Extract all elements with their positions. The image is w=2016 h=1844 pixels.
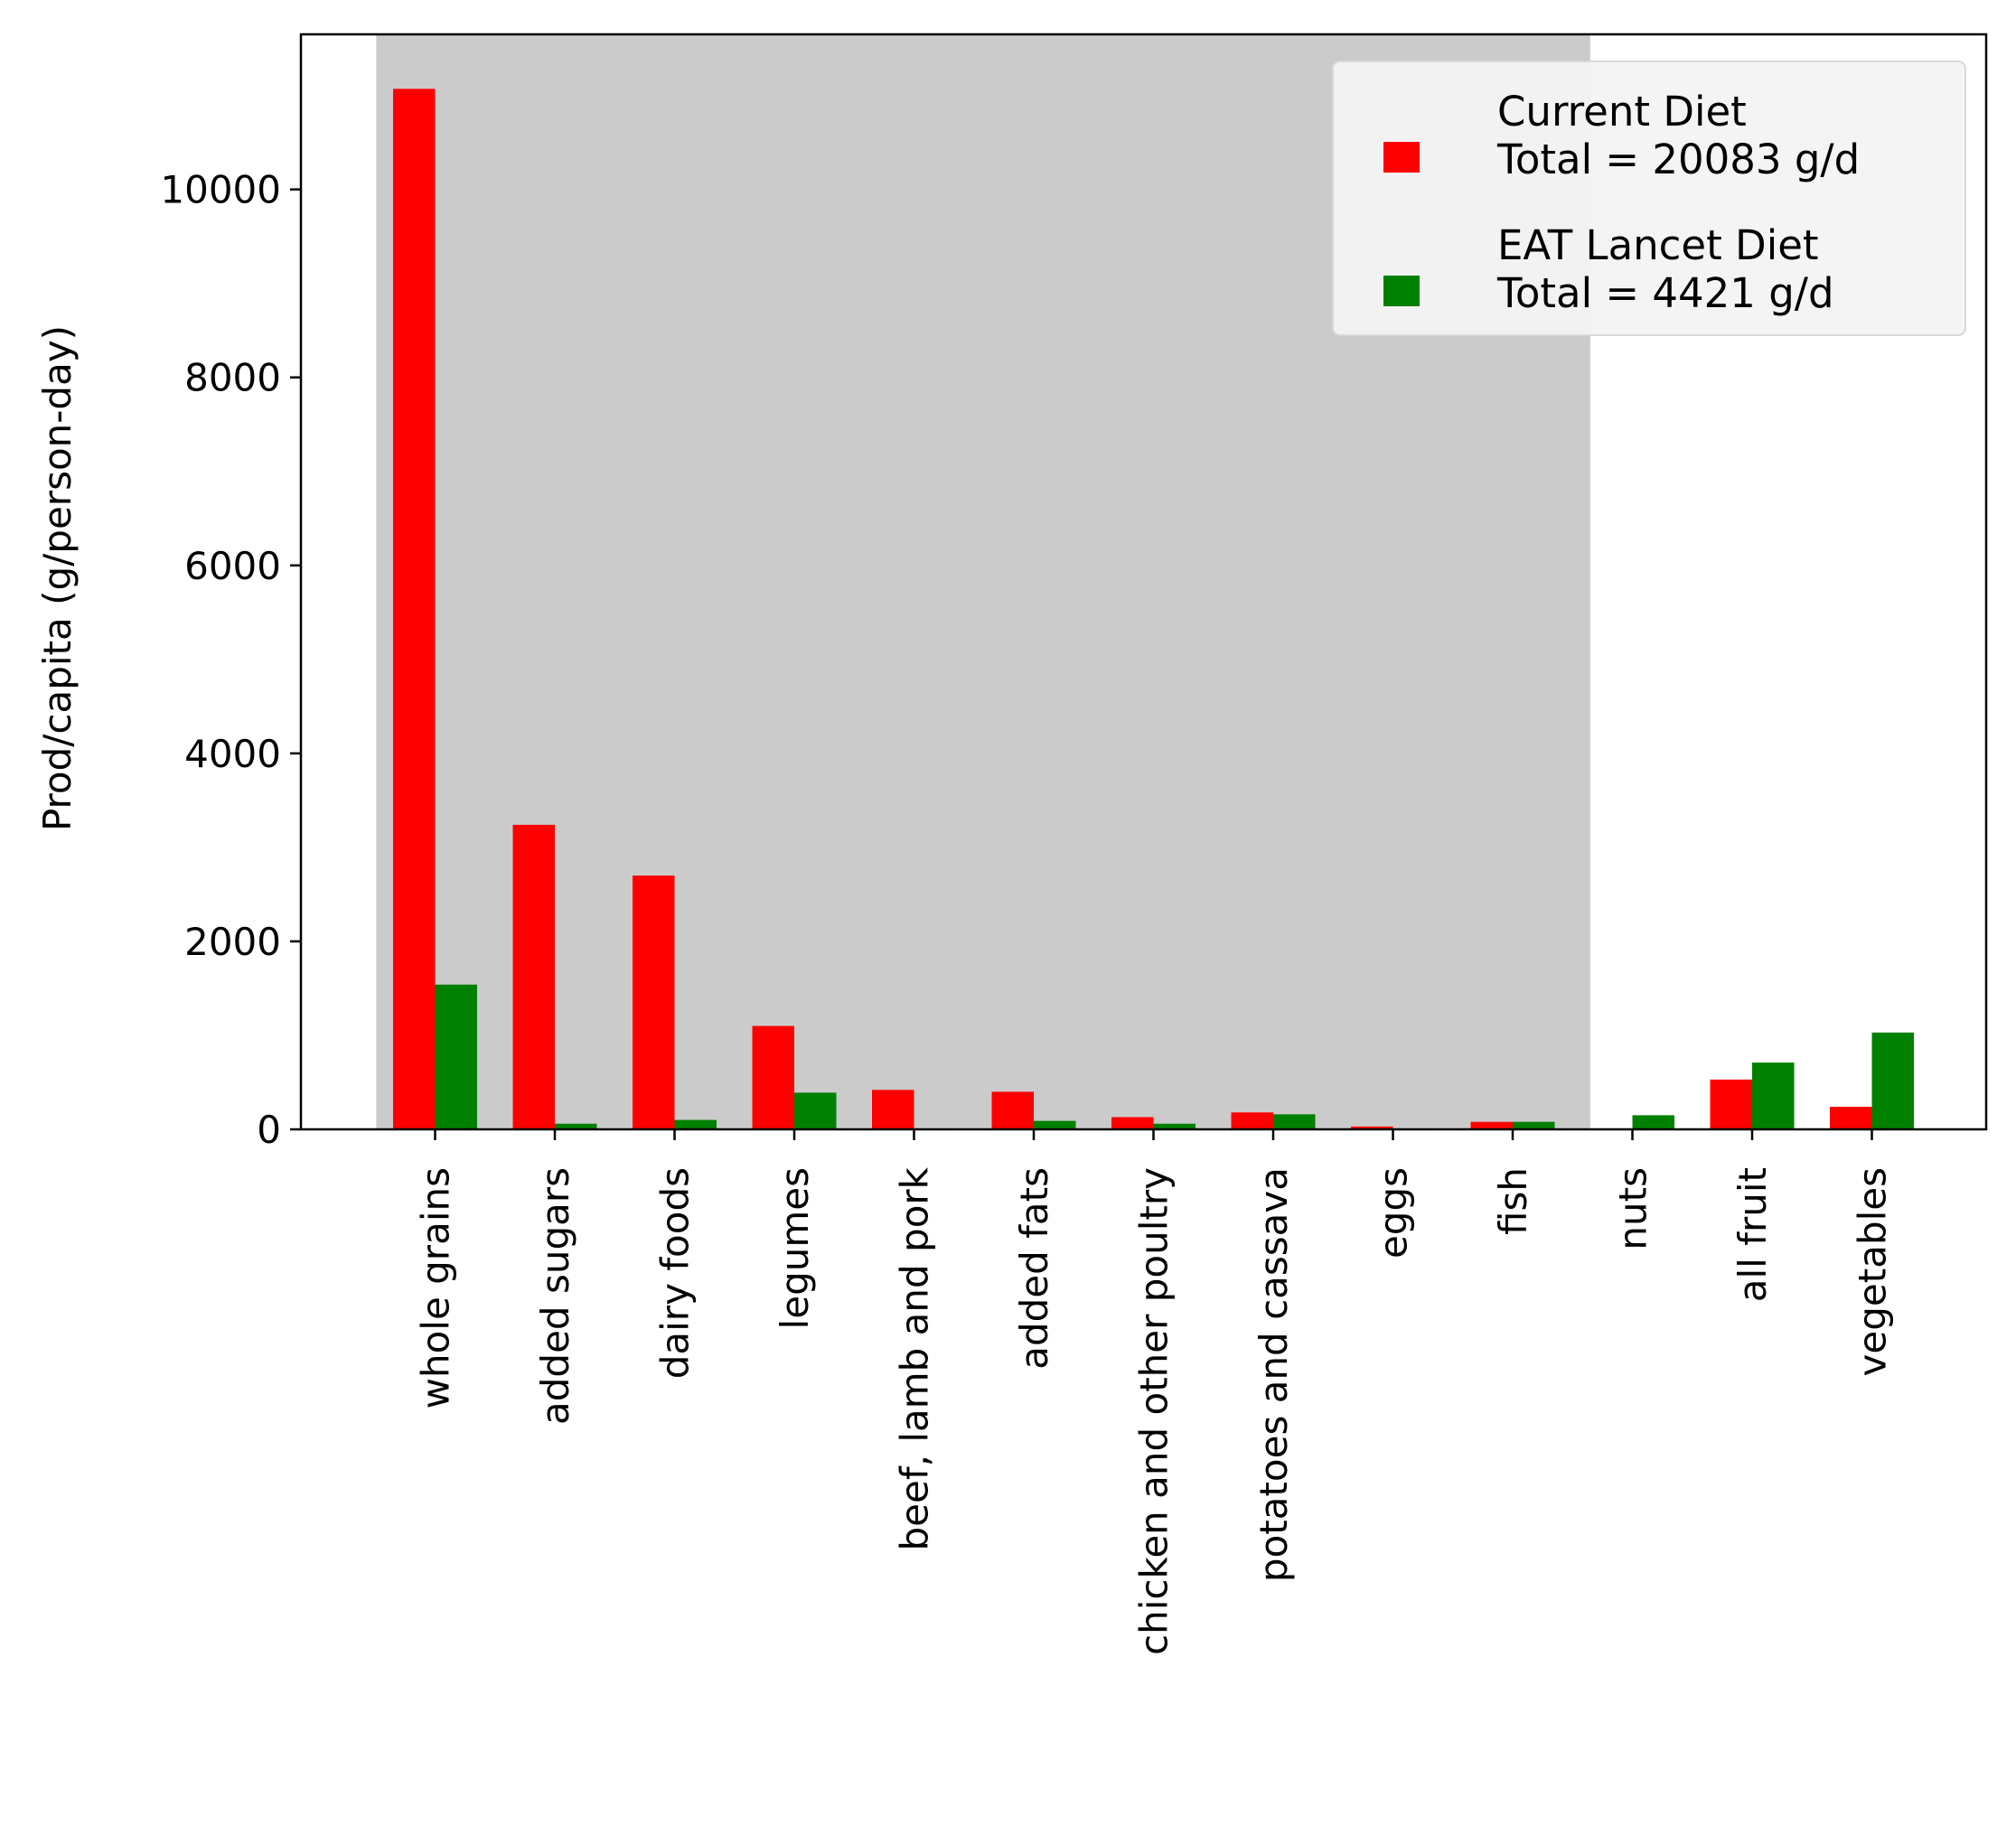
bar-eat-12 bbox=[1871, 1032, 1914, 1129]
plot-frame bbox=[299, 33, 1988, 1131]
x-tick-label-3: legumes bbox=[773, 1167, 817, 1329]
x-tick-label-12: vegetables bbox=[1851, 1167, 1895, 1376]
bar-eat-5 bbox=[1034, 1120, 1076, 1129]
bar-current-8 bbox=[1351, 1126, 1393, 1129]
legend-label-1-1: Total = 4421 g/d bbox=[1496, 269, 1834, 317]
bar-eat-0 bbox=[435, 984, 477, 1129]
bar-current-12 bbox=[1830, 1107, 1872, 1129]
x-tick-label-8: eggs bbox=[1372, 1167, 1416, 1259]
y-tick-label-5: 10000 bbox=[160, 168, 281, 212]
ticks: 0 2000 4000 6000 8000 10000 whole grains added … bbox=[160, 168, 1894, 1655]
y-tick-label-0: 0 bbox=[257, 1108, 281, 1152]
axes bbox=[299, 33, 1988, 1131]
bar-eat-1 bbox=[555, 1123, 597, 1129]
legend-label-1-0: EAT Lancet Diet bbox=[1497, 221, 1819, 269]
legend-label-0-0: Current Diet bbox=[1497, 88, 1747, 136]
bar-current-6 bbox=[1111, 1117, 1154, 1129]
x-tick-label-11: all fruit bbox=[1730, 1167, 1775, 1302]
legend-box bbox=[1332, 61, 1966, 336]
bar-current-0 bbox=[393, 89, 436, 1129]
bar-eat-9 bbox=[1513, 1121, 1555, 1129]
bar-current-9 bbox=[1470, 1121, 1513, 1129]
y-tick-label-3: 6000 bbox=[184, 544, 281, 588]
legend-swatch-1 bbox=[1383, 276, 1420, 306]
bar-current-11 bbox=[1710, 1079, 1752, 1129]
y-tick-label-2: 4000 bbox=[184, 732, 281, 776]
x-tick-label-10: nuts bbox=[1611, 1167, 1655, 1250]
bar-eat-6 bbox=[1153, 1123, 1196, 1129]
x-tick-label-1: added sugars bbox=[533, 1167, 577, 1425]
bar-eat-11 bbox=[1752, 1062, 1795, 1129]
bar-eat-7 bbox=[1273, 1114, 1316, 1129]
y-tick-label-4: 8000 bbox=[184, 356, 281, 400]
bar-eat-10 bbox=[1632, 1115, 1674, 1129]
bars bbox=[393, 89, 1914, 1129]
bar-current-4 bbox=[872, 1090, 914, 1129]
bar-current-3 bbox=[752, 1025, 794, 1129]
x-tick-label-4: beef, lamb and pork bbox=[893, 1166, 937, 1550]
x-tick-label-2: dairy foods bbox=[653, 1167, 698, 1379]
bar-current-7 bbox=[1231, 1112, 1273, 1129]
x-tick-label-7: potatoes and cassava bbox=[1252, 1167, 1296, 1582]
x-tick-label-0: whole grains bbox=[414, 1167, 458, 1409]
x-tick-label-5: added fats bbox=[1012, 1167, 1056, 1370]
x-tick-label-6: chicken and other poultry bbox=[1132, 1167, 1177, 1655]
y-axis-label: Prod/capita (g/person-day) bbox=[35, 325, 80, 831]
x-tick-label-9: fish bbox=[1491, 1167, 1535, 1235]
legend-swatch-0 bbox=[1383, 142, 1420, 173]
y-tick-label-1: 2000 bbox=[184, 920, 281, 964]
bar-current-5 bbox=[991, 1091, 1034, 1129]
bar-eat-2 bbox=[674, 1119, 717, 1129]
bar-eat-3 bbox=[794, 1092, 837, 1129]
legend-label-0-1: Total = 20083 g/d bbox=[1496, 136, 1860, 183]
bar-current-2 bbox=[633, 875, 675, 1129]
bar-current-1 bbox=[512, 824, 555, 1129]
